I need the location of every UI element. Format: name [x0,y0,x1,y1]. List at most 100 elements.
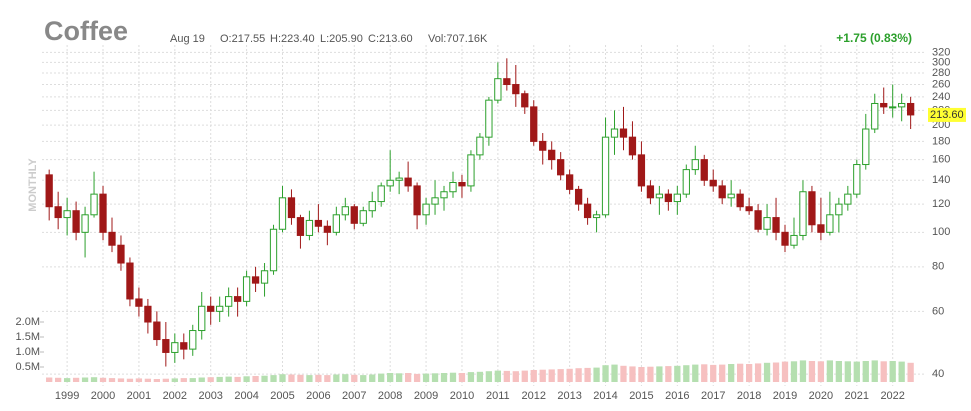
volume-bar [46,377,53,382]
volume-bar [108,378,116,382]
y-tick-label: 280 [932,67,950,79]
header-low: L:205.90 [320,33,363,45]
candle-body [646,185,655,199]
header-open: O:217.55 [220,33,265,45]
candle-body [314,219,323,227]
volume-bar [99,377,107,382]
candle-body [781,231,789,246]
candle-body [251,276,260,284]
volume-bar [180,378,187,382]
volume-bar [683,365,690,382]
candle-body [907,102,915,116]
candle-body [269,228,278,272]
header-close: C:213.60 [368,33,413,45]
candle-body [332,214,340,233]
volume-tick-label: 2.0M [16,316,40,328]
candle-body [63,210,71,219]
x-tick-label: 2012 [522,390,546,402]
volume-bar [387,373,394,382]
candle-body [637,154,646,187]
candle-body [557,159,565,176]
candle-body [682,169,690,195]
volume-bar [790,361,798,382]
candle-body [826,214,834,233]
candle-body [898,102,906,108]
candle-body [727,193,735,199]
candle-body [691,159,699,171]
volume-bar [602,365,609,382]
volume-bar [297,374,304,382]
volume-bar [719,364,726,382]
candle-body [592,214,601,219]
candle-body [422,203,430,216]
candle-body [458,182,466,187]
candle-body [359,210,367,224]
candle-body [278,197,287,230]
candle-body [305,219,314,236]
candle-body [601,136,610,216]
y-tick-label: 260 [932,78,950,90]
header-date: Aug 19 [170,33,205,45]
candle-body [799,191,807,236]
candle-body [530,106,538,142]
candle-body [242,276,251,302]
x-tick-label: 2019 [773,390,797,402]
candle-body [583,203,592,219]
candle-body [180,342,188,350]
candle-body [880,102,888,108]
candle-body [260,270,269,284]
candle-body [871,102,879,130]
volume-bar [844,361,851,382]
volume-bar [288,374,295,382]
candle-body [736,193,744,208]
x-tick-label: 2004 [234,390,258,402]
candle-body [81,214,89,233]
candle-body [709,179,717,187]
candle-body [144,305,152,323]
candle-body [225,296,233,307]
volume-bar [665,366,672,382]
header-volume: Vol:707.16K [428,33,488,45]
x-tick-label: 2020 [809,390,833,402]
candle-body [476,136,484,156]
volume-bar [566,368,573,382]
candle-body [817,224,825,233]
x-tick-label: 2002 [163,390,187,402]
y-tick-label: 240 [932,91,950,103]
candle-body [189,330,197,350]
candle-body [153,321,161,341]
volume-bar [234,376,241,382]
volume-bar [404,373,412,382]
volume-bar [871,360,878,382]
volume-bar [745,364,753,382]
volume-bar [548,369,555,382]
candle-body [754,210,762,230]
volume-bar [530,370,537,382]
volume-bar [737,363,744,382]
y-tick-label: 60 [932,305,944,317]
volume-bar [207,377,214,382]
x-tick-label: 2016 [665,390,689,402]
candle-body [628,136,637,156]
header-high: H:223.40 [270,33,315,45]
y-tick-label: 160 [932,154,950,166]
volume-bar [808,361,816,382]
candle-body [862,128,870,166]
candle-body [512,84,520,95]
last-price-label: 213.60 [930,109,964,121]
volume-bar [198,377,205,382]
volume-bar [799,360,807,382]
volume-bar [162,378,169,382]
volume-bar [817,361,825,382]
volume-bar [324,375,331,382]
volume-bar [656,366,663,382]
candle-body [99,193,107,233]
volume-bar [378,373,385,382]
volume-bar [135,378,143,382]
volume-bar [126,378,134,382]
candle-body [135,298,143,307]
candle-body [503,78,511,86]
candle-body [548,149,556,161]
y-tick-label: 180 [932,135,950,147]
candle-body [45,174,53,208]
